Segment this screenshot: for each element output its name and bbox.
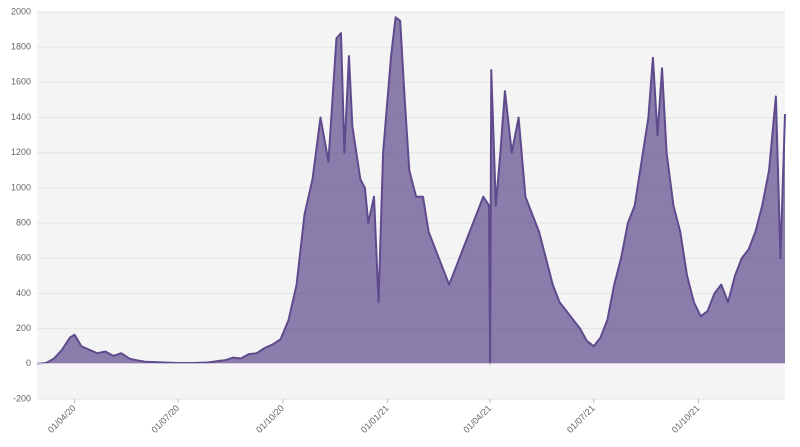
- y-tick-label: 800: [16, 217, 31, 227]
- y-tick-label: 600: [16, 253, 31, 263]
- y-tick-label: -200: [13, 393, 31, 403]
- x-tick-label: 01/10/21: [670, 403, 702, 435]
- y-tick-label: 1800: [11, 42, 31, 52]
- x-tick-label: 01/04/20: [46, 403, 78, 435]
- x-tick-label: 01/07/20: [149, 403, 181, 435]
- x-tick-label: 01/07/21: [565, 403, 597, 435]
- y-tick-label: 1200: [11, 147, 31, 157]
- y-tick-label: 400: [16, 288, 31, 298]
- area: [37, 17, 785, 364]
- y-tick-label: 200: [16, 323, 31, 333]
- y-tick-label: 1000: [11, 182, 31, 192]
- x-tick-label: 01/04/21: [461, 403, 493, 435]
- y-tick-label: 1600: [11, 77, 31, 87]
- x-tick-label: 01/10/20: [254, 403, 286, 435]
- y-tick-label: 2000: [11, 6, 31, 16]
- line: [36, 16, 786, 365]
- x-tick-label: 01/01/21: [359, 403, 391, 435]
- y-tick-label: 1400: [11, 112, 31, 122]
- y-tick-label: 0: [26, 358, 31, 368]
